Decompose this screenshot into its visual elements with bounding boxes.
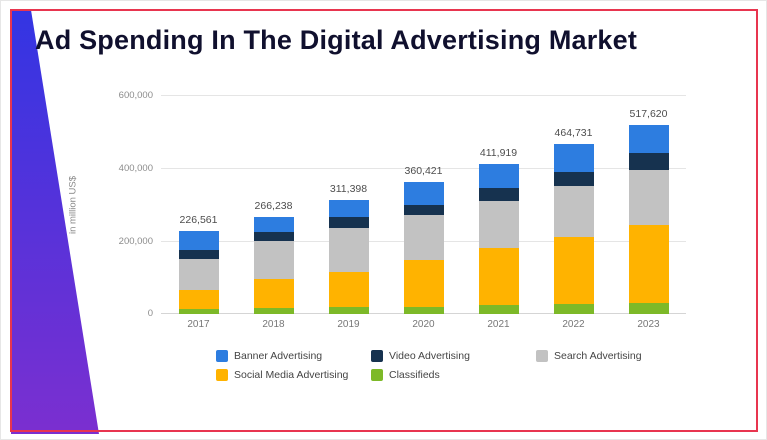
y-tick-0: 0: [147, 308, 153, 319]
legend-item-video-advertising: Video Advertising: [371, 350, 536, 362]
bar-segment-social-media-advertising: [253, 279, 294, 308]
chart-legend: Banner Advertising Video Advertising Searc…: [216, 350, 686, 381]
bar-segment-search-advertising: [403, 215, 444, 260]
bar-segment-video-advertising: [403, 204, 444, 216]
decorative-wedge: [11, 10, 99, 434]
legend-swatch-social-media-advertising: [216, 369, 228, 381]
y-tick-200000: 200,000: [118, 236, 153, 247]
bar-segment-search-advertising: [178, 259, 219, 291]
bar-segment-banner-advertising: [628, 125, 669, 154]
bar-total-label: 360,421: [404, 165, 443, 178]
legend-item-social-media-advertising: Social Media Advertising: [216, 369, 371, 381]
bar-segment-banner-advertising: [403, 182, 444, 205]
bar-group-2019: 311,398: [311, 95, 386, 314]
bar-segment-video-advertising: [253, 231, 294, 242]
legend-label: Social Media Advertising: [234, 369, 349, 381]
bar-segment-video-advertising: [178, 250, 219, 260]
legend-swatch-video-advertising: [371, 350, 383, 362]
legend-swatch-classifieds: [371, 369, 383, 381]
bar-group-2021: 411,919: [461, 95, 536, 314]
x-tick-2023: 2023: [637, 319, 660, 330]
bar-segment-search-advertising: [553, 186, 594, 237]
gridline-400000: [161, 168, 686, 169]
bar-segment-social-media-advertising: [178, 290, 219, 309]
bar-segment-banner-advertising: [328, 200, 369, 218]
bar-segment-classifieds: [178, 308, 219, 314]
bar-total-label: 517,620: [629, 108, 668, 121]
bar-total-label: 464,731: [554, 127, 593, 140]
legend-label: Video Advertising: [389, 350, 470, 362]
legend-label: Classifieds: [389, 369, 440, 381]
bars-container: 226,561 266,238 311,398 360,421 411,919 464,7…: [161, 95, 686, 314]
bar-segment-search-advertising: [628, 169, 669, 225]
legend-item-banner-advertising: Banner Advertising: [216, 350, 371, 362]
bar-group-2020: 360,421: [386, 95, 461, 314]
bar-total-label: 266,238: [254, 199, 293, 212]
bar-segment-classifieds: [628, 303, 669, 314]
bar-segment-search-advertising: [253, 241, 294, 280]
bar-segment-search-advertising: [478, 200, 519, 249]
bar-segment-classifieds: [478, 305, 519, 314]
legend-swatch-banner-advertising: [216, 350, 228, 362]
gridline-600000: [161, 95, 686, 96]
bar-segment-social-media-advertising: [478, 248, 519, 306]
bar-segment-banner-advertising: [178, 231, 219, 251]
bar-segment-social-media-advertising: [328, 272, 369, 308]
x-tick-2022: 2022: [562, 319, 585, 330]
bar-segment-video-advertising: [478, 188, 519, 201]
x-tick-2019: 2019: [337, 319, 360, 330]
legend-label: Banner Advertising: [234, 350, 323, 362]
legend-swatch-search-advertising: [536, 350, 548, 362]
x-axis-labels: 2017 2018 2019 2020 2021 2022 2023: [161, 319, 686, 330]
bar-total-label: 311,398: [329, 183, 368, 196]
legend-item-classifieds: Classifieds: [371, 369, 536, 381]
bar-segment-banner-advertising: [478, 163, 519, 189]
bar-segment-classifieds: [553, 304, 594, 314]
bar-segment-video-advertising: [328, 217, 369, 229]
legend-item-search-advertising: Search Advertising: [536, 350, 696, 362]
bar-total-label: 226,561: [179, 214, 218, 227]
bar-segment-search-advertising: [328, 228, 369, 273]
bar-total-label: 411,919: [479, 146, 518, 159]
bar-segment-banner-advertising: [253, 216, 294, 232]
bar-segment-video-advertising: [628, 153, 669, 170]
x-tick-2018: 2018: [262, 319, 285, 330]
y-tick-600000: 600,000: [118, 90, 153, 101]
page-title: Ad Spending In The Digital Advertising M…: [35, 25, 638, 55]
bar-segment-classifieds: [328, 307, 369, 314]
bar-segment-video-advertising: [553, 171, 594, 187]
chart: 600,000 400,000 200,000 0 in million US$…: [68, 90, 686, 381]
y-axis-label: in million US$: [67, 175, 79, 234]
bar-group-2017: 226,561: [161, 95, 236, 314]
bar-segment-classifieds: [253, 307, 294, 314]
bar-segment-banner-advertising: [553, 144, 594, 172]
bar-segment-social-media-advertising: [628, 224, 669, 304]
x-tick-2017: 2017: [187, 319, 210, 330]
x-tick-2020: 2020: [412, 319, 435, 330]
x-tick-2021: 2021: [487, 319, 510, 330]
bar-segment-social-media-advertising: [403, 259, 444, 307]
bar-group-2023: 517,620: [611, 95, 686, 314]
legend-label: Search Advertising: [554, 350, 642, 362]
bar-group-2022: 464,731: [536, 95, 611, 314]
plot-area: 600,000 400,000 200,000 0 in million US$…: [68, 90, 686, 319]
y-tick-400000: 400,000: [118, 163, 153, 174]
bar-segment-social-media-advertising: [553, 236, 594, 305]
bar-segment-classifieds: [403, 306, 444, 314]
bar-group-2018: 266,238: [236, 95, 311, 314]
